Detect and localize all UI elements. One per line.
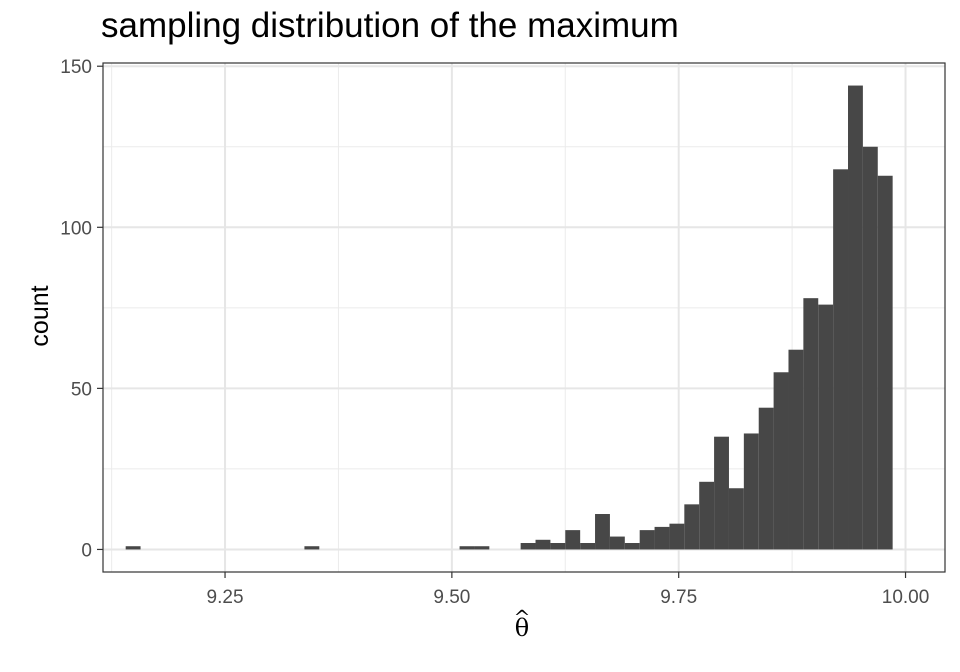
x-tick-label: 10.00 xyxy=(882,587,930,608)
histogram-bar-28 xyxy=(877,175,893,550)
histogram-bar-25 xyxy=(833,169,849,550)
histogram-bar-11 xyxy=(624,543,640,550)
histogram-bar-27 xyxy=(862,146,878,550)
histogram-bar-1 xyxy=(304,546,320,550)
histogram-bar-6 xyxy=(550,543,566,550)
histogram-bar-17 xyxy=(714,436,729,550)
histogram-bar-13 xyxy=(654,526,670,550)
histogram-bar-0 xyxy=(125,546,141,550)
x-axis-label-symbol: θ xyxy=(514,614,530,642)
histogram-bar-26 xyxy=(848,85,863,550)
histogram-bar-21 xyxy=(773,372,789,550)
histogram-bar-19 xyxy=(743,433,759,550)
x-tick-label: 9.75 xyxy=(660,587,697,608)
histogram-bar-9 xyxy=(595,514,610,550)
histogram-bar-4 xyxy=(520,543,536,550)
plot-border xyxy=(102,62,946,573)
x-tick-label: 9.50 xyxy=(433,587,470,608)
y-tick-label: 100 xyxy=(60,218,92,239)
histogram-bar-24 xyxy=(818,304,834,550)
histogram-bar-15 xyxy=(684,504,700,550)
histogram-bar-8 xyxy=(580,543,596,550)
y-tick-label: 50 xyxy=(71,379,92,400)
histogram-bar-12 xyxy=(639,530,655,550)
histogram-bar-14 xyxy=(669,523,685,550)
histogram-bar-2 xyxy=(459,546,475,550)
histogram-bar-22 xyxy=(788,349,804,550)
x-axis-label-accent: ^ xyxy=(513,605,531,629)
y-tick-label: 150 xyxy=(60,57,92,78)
x-axis-label: ^ θ xyxy=(514,605,531,642)
x-tick-label: 9.25 xyxy=(207,587,244,608)
histogram-bar-18 xyxy=(728,488,744,550)
histogram-bar-20 xyxy=(758,407,774,550)
y-tick-label: 0 xyxy=(81,540,92,561)
histogram-bar-5 xyxy=(535,539,551,550)
chart-title: sampling distribution of the maximum xyxy=(101,6,679,45)
histogram-bar-3 xyxy=(474,546,490,550)
histogram-bar-10 xyxy=(609,536,625,550)
histogram-bar-7 xyxy=(565,530,581,550)
histogram-bar-23 xyxy=(803,298,819,550)
histogram-bar-16 xyxy=(699,481,715,550)
